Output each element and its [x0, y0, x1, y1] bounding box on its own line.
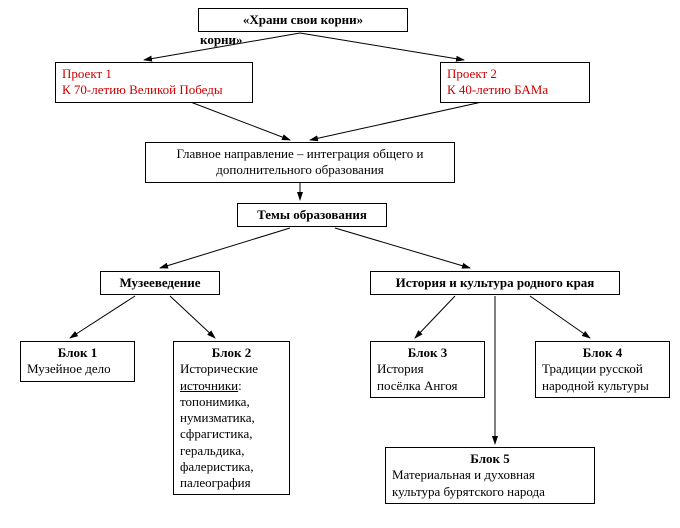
branch1-label: Музееведение [119, 275, 200, 290]
project2-sub: К 40-летию БАМа [447, 82, 583, 98]
block3-title: Блок 3 [408, 345, 447, 360]
block1-node: Блок 1 Музейное дело [20, 341, 135, 382]
project1-node: Проект 1 К 70-летию Великой Победы [55, 62, 253, 103]
root-title: «Храни свои корни» [243, 12, 363, 27]
block3-l1: История [377, 361, 478, 377]
block2-l4: сфрагистика, [180, 426, 283, 442]
block2-line1: Исторические источники: [180, 361, 283, 394]
block5-title: Блок 5 [470, 451, 509, 466]
branch1-node: Музееведение [100, 271, 220, 295]
block4-l2: народной культуры [542, 378, 663, 394]
block2-l2: топонимика, [180, 394, 283, 410]
block4-title: Блок 4 [583, 345, 622, 360]
branch2-node: История и культура родного края [370, 271, 620, 295]
direction-line2: дополнительного образования [152, 162, 448, 178]
block2-l7: палеография [180, 475, 283, 491]
block5-l1: Материальная и духовная [392, 467, 588, 483]
block4-l1: Традиции русской [542, 361, 663, 377]
branch2-label: История и культура родного края [396, 275, 595, 290]
block1-line: Музейное дело [27, 361, 128, 377]
block3-node: Блок 3 История посёлка Ангоя [370, 341, 485, 398]
direction-node: Главное направление – интеграция общего … [145, 142, 455, 183]
direction-line1: Главное направление – интеграция общего … [152, 146, 448, 162]
project1-sub: К 70-летию Великой Победы [62, 82, 246, 98]
block5-node: Блок 5 Материальная и духовная культура … [385, 447, 595, 504]
block1-title: Блок 1 [58, 345, 97, 360]
block4-node: Блок 4 Традиции русской народной культур… [535, 341, 670, 398]
project2-node: Проект 2 К 40-летию БАМа [440, 62, 590, 103]
block2-l3: нумизматика, [180, 410, 283, 426]
themes-node: Темы образования [237, 203, 387, 227]
themes-label: Темы образования [257, 207, 367, 222]
root-echo: корни» [200, 32, 243, 48]
block2-node: Блок 2 Исторические источники: топонимик… [173, 341, 290, 495]
project2-label: Проект 2 [447, 66, 583, 82]
block2-l5: геральдика, [180, 443, 283, 459]
root-node: «Храни свои корни» [198, 8, 408, 32]
project1-label: Проект 1 [62, 66, 246, 82]
block5-l2: культура бурятского народа [392, 484, 588, 500]
block2-l6: фалеристика, [180, 459, 283, 475]
block3-l2: посёлка Ангоя [377, 378, 478, 394]
block2-title: Блок 2 [212, 345, 251, 360]
